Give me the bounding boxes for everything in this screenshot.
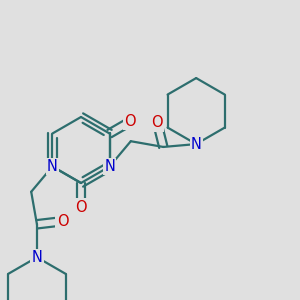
Text: O: O: [75, 200, 87, 214]
Text: O: O: [57, 214, 68, 229]
Text: N: N: [191, 136, 202, 152]
Text: N: N: [47, 159, 58, 174]
Text: N: N: [32, 250, 42, 265]
Text: O: O: [124, 114, 136, 129]
Text: N: N: [104, 159, 115, 174]
Text: O: O: [152, 116, 163, 130]
